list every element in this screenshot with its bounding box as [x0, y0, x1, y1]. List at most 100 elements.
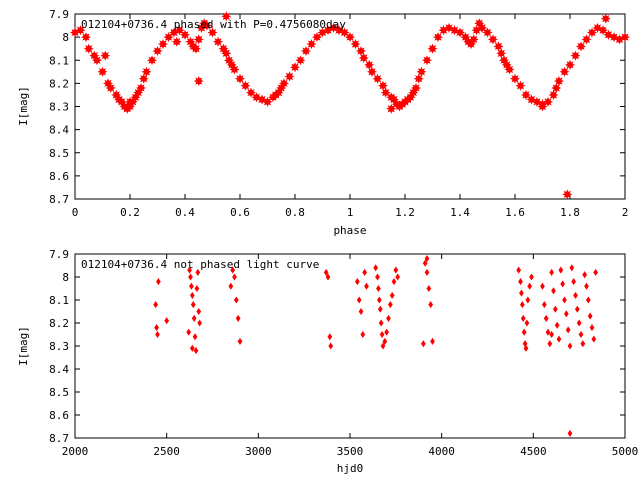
- data-point: [509, 73, 521, 84]
- data-point: [189, 344, 195, 352]
- data-point: [327, 333, 333, 341]
- data-point: [135, 82, 147, 94]
- y-axis-title: I[mag]: [17, 326, 30, 366]
- data-point: [376, 284, 381, 293]
- data-point: [558, 266, 564, 274]
- data-point: [311, 32, 323, 43]
- x-tick-label: 2500: [153, 445, 180, 458]
- data-point: [432, 32, 444, 43]
- x-tick-label: 3500: [337, 445, 364, 458]
- data-point: [567, 342, 573, 350]
- data-point: [487, 34, 499, 45]
- data-point: [529, 273, 534, 281]
- data-point: [619, 32, 631, 43]
- data-point: [240, 80, 251, 91]
- data-point: [234, 73, 246, 84]
- data-point: [553, 76, 565, 87]
- data-point: [580, 340, 586, 348]
- x-tick-label: 4000: [428, 445, 455, 458]
- data-point: [75, 25, 86, 36]
- data-point: [545, 328, 551, 336]
- y-tick-label: 8.5: [49, 386, 69, 399]
- data-point: [80, 32, 92, 43]
- data-point: [230, 266, 236, 274]
- data-point: [524, 319, 530, 327]
- data-point: [589, 324, 595, 332]
- y-tick-label: 8.4: [49, 124, 69, 137]
- data-point: [586, 27, 598, 38]
- data-point: [424, 268, 430, 276]
- data-point: [518, 278, 523, 286]
- data-point: [562, 296, 567, 304]
- data-point: [156, 278, 161, 286]
- data-point: [428, 301, 434, 309]
- data-point: [237, 337, 243, 345]
- data-point: [567, 429, 573, 437]
- data-point: [212, 36, 224, 47]
- x-axis-title: hjd0: [337, 462, 364, 475]
- data-point: [380, 342, 386, 350]
- data-point: [525, 296, 531, 304]
- x-tick-label: 2: [622, 206, 629, 219]
- data-point: [391, 278, 397, 286]
- data-point: [373, 264, 379, 272]
- x-tick-label: 0: [72, 206, 79, 219]
- x-axis-title: phase: [333, 224, 366, 237]
- y-tick-label: 8.3: [49, 340, 69, 353]
- data-point: [585, 296, 591, 304]
- x-tick-label: 1.6: [505, 206, 525, 219]
- data-point: [354, 278, 360, 286]
- y-axis-title: I[mag]: [17, 86, 30, 126]
- data-point: [576, 319, 582, 327]
- data-point: [191, 314, 197, 322]
- data-point: [284, 71, 295, 82]
- data-point: [306, 39, 317, 50]
- data-point: [364, 282, 369, 290]
- data-point: [593, 268, 599, 276]
- data-point: [575, 41, 587, 52]
- data-point: [386, 103, 397, 114]
- data-point: [571, 278, 577, 286]
- data-point: [520, 89, 532, 100]
- y-tick-label: 7.9: [49, 248, 69, 261]
- data-point: [554, 321, 560, 329]
- data-point: [193, 347, 199, 355]
- data-point: [141, 66, 152, 77]
- data-point: [325, 273, 331, 281]
- data-point: [386, 314, 391, 322]
- data-point: [430, 337, 435, 345]
- data-point: [360, 330, 366, 339]
- x-tick-label: 3000: [245, 445, 272, 458]
- x-tick-label: 4500: [520, 445, 547, 458]
- data-point: [551, 287, 556, 295]
- data-point: [519, 301, 525, 309]
- y-tick-label: 8.2: [49, 77, 69, 90]
- data-point: [362, 268, 368, 276]
- data-point: [600, 13, 611, 24]
- data-point: [366, 66, 378, 77]
- data-point: [221, 48, 232, 59]
- data-point: [154, 324, 159, 332]
- y-tick-label: 7.9: [49, 8, 69, 21]
- data-point: [454, 27, 466, 38]
- data-point: [171, 36, 182, 47]
- data-point: [520, 314, 526, 322]
- y-tick-label: 8.1: [49, 294, 69, 307]
- data-point: [551, 82, 562, 94]
- data-point: [300, 45, 312, 57]
- data-point: [339, 27, 350, 38]
- data-point: [190, 301, 196, 309]
- data-point: [549, 268, 555, 276]
- data-point: [482, 27, 493, 38]
- data-point: [262, 96, 273, 107]
- y-tick-label: 8.2: [49, 317, 69, 330]
- data-point: [91, 55, 103, 66]
- data-point: [228, 282, 234, 290]
- data-point: [578, 330, 584, 339]
- data-point: [186, 328, 192, 336]
- data-point: [427, 43, 438, 54]
- phased-panel: 0 0.2 0.4 0.6 0.8 1 1.2 1.4 1.6 1.8 2 7.9 8 8.1 8.2 8.3…: [17, 8, 631, 237]
- data-point: [549, 330, 555, 339]
- y-tick-label: 8.6: [49, 409, 69, 422]
